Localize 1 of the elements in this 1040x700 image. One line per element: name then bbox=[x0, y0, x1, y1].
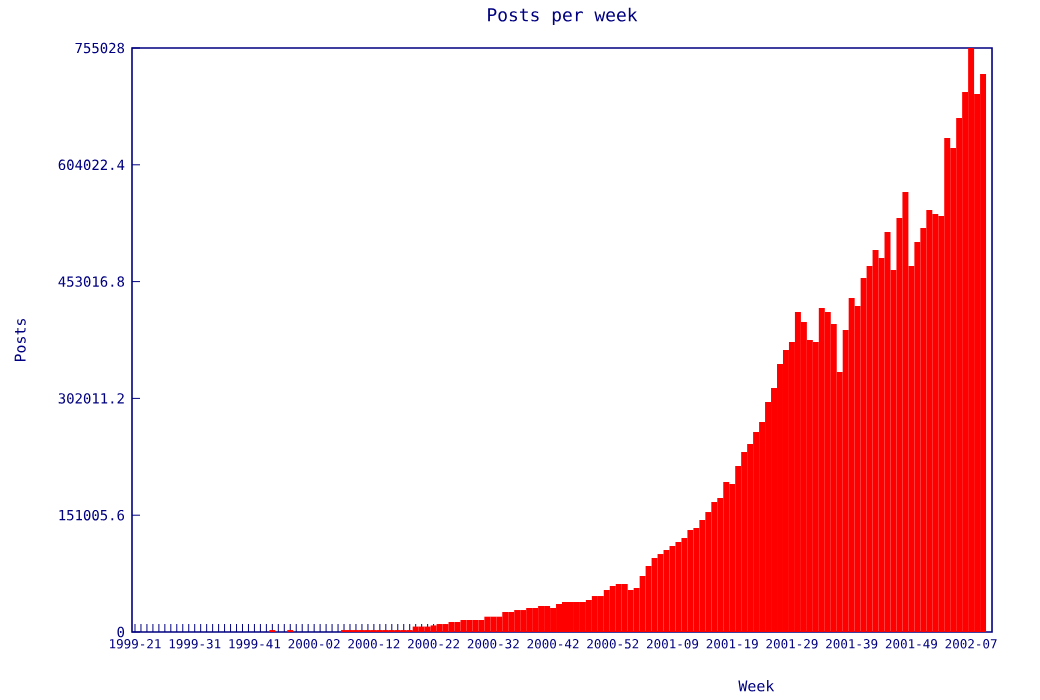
chart-title: Posts per week bbox=[488, 7, 638, 25]
